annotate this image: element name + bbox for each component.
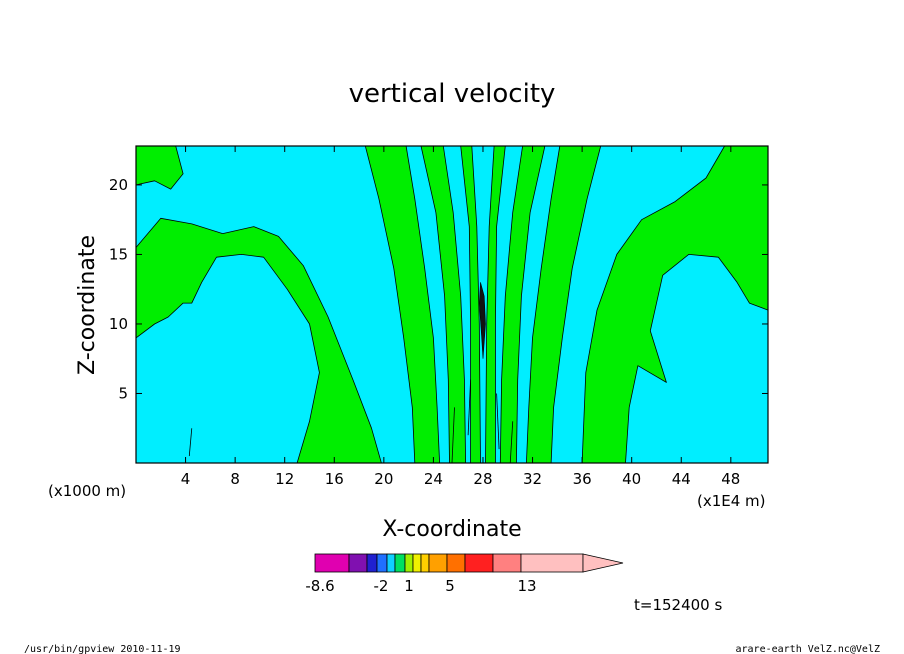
contour-bands: [135, 145, 769, 464]
contour-line: [467, 379, 471, 436]
x-tick-label: 44: [672, 470, 691, 488]
colorbar-swatch: [412, 553, 422, 573]
x-tick-label: 48: [721, 470, 740, 488]
x-tick-label: 36: [573, 470, 592, 488]
x-tick-label: 32: [523, 470, 542, 488]
colorbar-swatch: [464, 553, 494, 573]
x-tick-label: 8: [230, 470, 240, 488]
colorbar-label: 1: [404, 577, 414, 595]
colorbar-extend-arrow: [582, 553, 624, 573]
colorbar: [314, 553, 624, 573]
y-axis-ticks: 5 10 15 20: [109, 176, 768, 402]
x-unit-label: (x1E4 m): [697, 492, 766, 510]
footer-right: arare-earth_VelZ.nc@VelZ: [736, 644, 881, 654]
contour-band-right: [581, 145, 769, 464]
x-tick-label: 12: [275, 470, 294, 488]
contour-line: [509, 421, 514, 464]
x-tick-label: 24: [424, 470, 443, 488]
y-tick-label: 15: [109, 245, 128, 263]
x-axis-label: X-coordinate: [382, 517, 521, 542]
colorbar-label: -8.6: [305, 577, 334, 595]
x-tick-label: 4: [181, 470, 191, 488]
colorbar-swatch: [404, 553, 414, 573]
plot-area: [135, 145, 769, 464]
y-tick-label: 5: [118, 384, 128, 402]
colorbar-swatch: [348, 553, 368, 573]
y-axis-label: Z-coordinate: [75, 235, 100, 375]
colorbar-swatch: [366, 553, 378, 573]
colorbar-label: 5: [445, 577, 455, 595]
contour-band-top-left: [135, 145, 184, 190]
y-tick-label: 20: [109, 176, 128, 194]
colorbar-labels: -8.6 -2 1 5 13: [305, 577, 536, 595]
colorbar-swatch: [428, 553, 448, 573]
x-tick-label: 16: [325, 470, 344, 488]
colorbar-swatch: [420, 553, 430, 573]
x-tick-label: 20: [374, 470, 393, 488]
x-tick-label: 40: [622, 470, 641, 488]
colorbar-label: -2: [374, 577, 389, 595]
colorbar-label: 13: [517, 577, 536, 595]
contour-line: [451, 407, 455, 464]
colorbar-swatch: [394, 553, 406, 573]
colorbar-swatch: [492, 553, 522, 573]
time-label: t=152400 s: [634, 596, 722, 614]
colorbar-swatch: [386, 553, 396, 573]
colorbar-swatch: [520, 553, 584, 573]
footer-left: /usr/bin/gpview 2010-11-19: [24, 644, 181, 654]
colorbar-swatch: [314, 553, 350, 573]
contour-line: [188, 428, 193, 457]
x-axis-ticks: 4 8 12 16 20 24 28 32 36 40 44 48: [181, 146, 740, 488]
x-tick-label: 28: [473, 470, 492, 488]
y-tick-label: 10: [109, 315, 128, 333]
contour-line: [496, 393, 500, 450]
chart-title: vertical velocity: [349, 79, 556, 109]
colorbar-swatch: [446, 553, 466, 573]
colorbar-swatch: [376, 553, 388, 573]
contour-lines: [188, 282, 514, 464]
y-unit-label: (x1000 m): [48, 482, 126, 500]
contour-core: [478, 282, 486, 359]
plot-frame: [135, 145, 769, 464]
contour-band-left: [135, 217, 382, 464]
